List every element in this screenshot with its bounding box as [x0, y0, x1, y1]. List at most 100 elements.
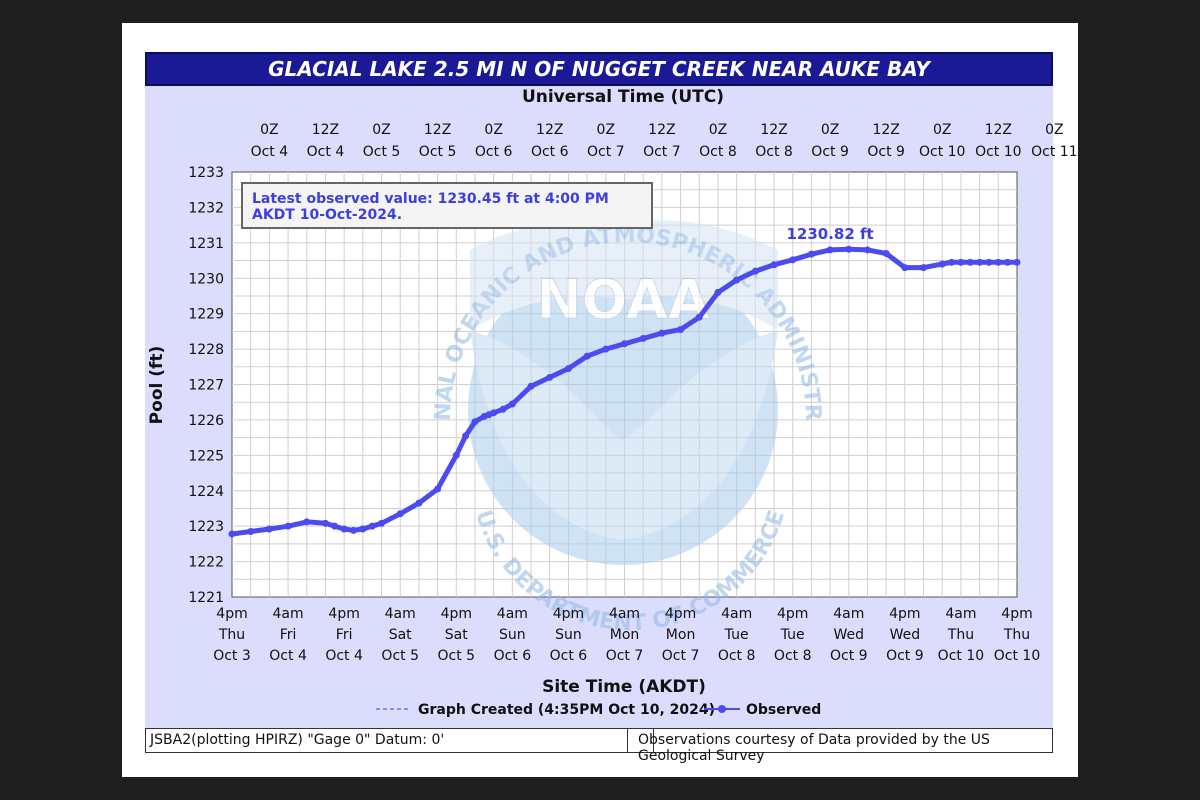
x-tick-label: Sun — [499, 627, 526, 643]
observed-data-point — [462, 432, 470, 440]
observed-data-point — [658, 329, 666, 337]
top-tick-label: 0Z — [260, 122, 279, 138]
x-tick-label: 4am — [609, 606, 640, 622]
y-tick-labels: 1221 1222 1223 1224 1225 1226 1227 1228 1229 1230… — [188, 165, 224, 606]
top-tick-label: Oct 6 — [475, 144, 513, 160]
x-tick-label: Oct 4 — [325, 648, 363, 664]
x-tick-label: Sun — [555, 627, 582, 643]
top-tick-label: Oct 8 — [755, 144, 793, 160]
legend-observed-label: Observed — [746, 702, 821, 718]
observed-data-point — [976, 258, 984, 266]
latest-value-line2: AKDT 10-Oct-2024. — [252, 207, 402, 223]
legend-created-label: Graph Created (4:35PM Oct 10, 2024) — [418, 702, 715, 718]
observed-data-point — [490, 409, 498, 417]
observed-data-point — [770, 261, 778, 269]
observed-data-point — [303, 518, 311, 526]
top-tick-label: 12Z — [424, 122, 451, 138]
top-tick-label: 12Z — [760, 122, 787, 138]
legend: Graph Created (4:35PM Oct 10, 2024) Obse… — [376, 702, 821, 718]
observed-data-point — [368, 522, 376, 530]
observed-data-point — [695, 313, 703, 321]
x-tick-label: Oct 6 — [494, 648, 532, 664]
top-axis-label: Universal Time (UTC) — [522, 87, 724, 107]
observed-data-point — [471, 418, 479, 426]
footer-credit-text: Observations courtesy of Data provided b… — [638, 732, 990, 764]
top-tick-label: 12Z — [648, 122, 675, 138]
observed-data-point — [349, 526, 357, 534]
top-tick-label: 0Z — [933, 122, 952, 138]
observed-data-point — [733, 276, 741, 284]
observed-data-point — [396, 510, 404, 518]
observed-data-point — [378, 519, 386, 527]
top-tick-label: Oct 4 — [307, 144, 345, 160]
x-tick-label: Tue — [780, 627, 805, 643]
observed-data-point — [331, 522, 339, 530]
x-tick-label: Wed — [834, 627, 865, 643]
x-tick-label: Oct 4 — [269, 648, 307, 664]
top-tick-label: Oct 10 — [975, 144, 1021, 160]
top-tick-label: Oct 10 — [919, 144, 965, 160]
x-tick-label: Oct 10 — [994, 648, 1040, 664]
x-tick-label: Thu — [1003, 627, 1030, 643]
top-tick-label: Oct 9 — [867, 144, 905, 160]
y-tick-label: 1231 — [188, 236, 224, 252]
observed-data-point — [499, 405, 507, 413]
top-tick-label: Oct 7 — [587, 144, 625, 160]
top-tick-label: Oct 9 — [811, 144, 849, 160]
top-tick-label: 12Z — [312, 122, 339, 138]
y-tick-label: 1221 — [188, 590, 224, 606]
observed-data-point — [639, 334, 647, 342]
x-tick-label: Mon — [610, 627, 640, 643]
observed-data-point — [863, 246, 871, 254]
legend-observed-marker — [718, 705, 726, 713]
x-tick-label: Thu — [218, 627, 245, 643]
x-tick-label: Oct 9 — [830, 648, 868, 664]
top-tick-label: Oct 5 — [363, 144, 401, 160]
top-tick-label: 0Z — [821, 122, 840, 138]
observed-series-points — [228, 245, 1021, 538]
y-tick-label: 1233 — [188, 165, 224, 181]
x-tick-label: Oct 7 — [662, 648, 700, 664]
x-tick-label: Oct 5 — [381, 648, 419, 664]
x-tick-label: Oct 7 — [606, 648, 644, 664]
x-tick-label: Tue — [724, 627, 749, 643]
top-tick-label: 0Z — [1045, 122, 1064, 138]
y-tick-label: 1223 — [188, 519, 224, 535]
top-tick-label: 12Z — [536, 122, 563, 138]
x-axis-label: Site Time (AKDT) — [542, 677, 706, 697]
observed-data-point — [901, 264, 909, 272]
top-tick-label: Oct 6 — [531, 144, 569, 160]
x-tick-label: Oct 5 — [437, 648, 475, 664]
x-tick-label: 4am — [833, 606, 864, 622]
observed-data-point — [340, 525, 348, 533]
x-tick-label: 4am — [945, 606, 976, 622]
x-tick-label: Oct 3 — [213, 648, 251, 664]
observed-data-point — [1004, 258, 1012, 266]
top-tick-label: Oct 4 — [251, 144, 289, 160]
observed-data-point — [789, 256, 797, 264]
observed-data-point — [434, 485, 442, 493]
top-tick-label: Oct 11 — [1031, 144, 1077, 160]
x-tick-label: Oct 8 — [774, 648, 812, 664]
top-tick-label: 12Z — [985, 122, 1012, 138]
x-tick-label: Sat — [445, 627, 468, 643]
observed-data-point — [415, 499, 423, 507]
y-tick-label: 1227 — [188, 378, 224, 394]
y-tick-label: 1232 — [188, 200, 224, 216]
observed-data-point — [938, 260, 946, 268]
x-tick-label: 4am — [721, 606, 752, 622]
observed-data-point — [966, 258, 974, 266]
observed-data-point — [359, 525, 367, 533]
y-tick-label: 1225 — [188, 448, 224, 464]
observed-data-point — [677, 326, 685, 334]
observed-data-point — [452, 451, 460, 459]
top-tick-label: 0Z — [372, 122, 391, 138]
top-tick-labels: 0Z Oct 4 12Z Oct 4 0Z Oct 5 12Z Oct 5 0Z Oct 6 12Z… — [251, 122, 1078, 160]
observed-data-point — [284, 522, 292, 530]
x-tick-label: 4pm — [441, 606, 472, 622]
observed-data-point — [714, 288, 722, 296]
observed-data-point — [564, 365, 572, 373]
latest-value-line1: Latest observed value: 1230.45 ft at 4:0… — [252, 191, 609, 207]
x-tick-label: Mon — [666, 627, 696, 643]
y-tick-label: 1228 — [188, 342, 224, 358]
